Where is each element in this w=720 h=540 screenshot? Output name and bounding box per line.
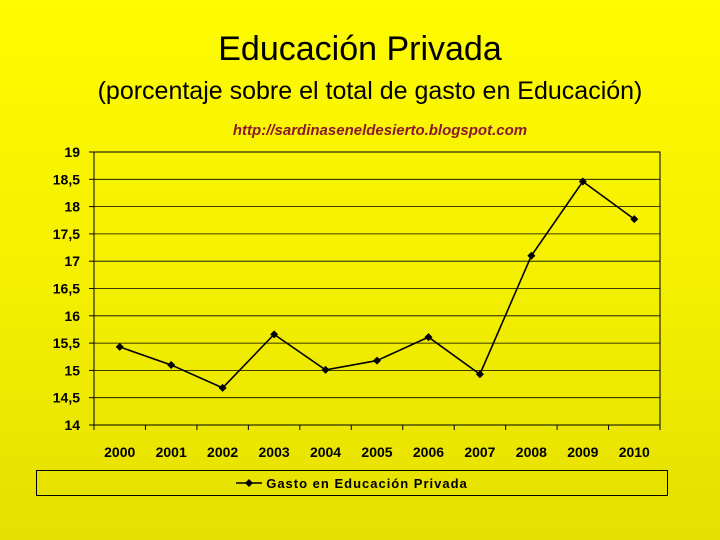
data-point [321, 365, 330, 374]
x-tick-label: 2004 [310, 444, 341, 460]
y-tick-label: 18 [64, 199, 80, 215]
legend: Gasto en Educación Privada [36, 470, 668, 496]
data-point [424, 333, 433, 342]
y-tick-label: 17 [64, 253, 80, 269]
x-tick-label: 2006 [413, 444, 444, 460]
x-tick-label: 2007 [464, 444, 495, 460]
x-tick-label: 2010 [619, 444, 650, 460]
data-point [115, 342, 124, 351]
legend-marker-icon [236, 479, 263, 487]
y-tick-label: 14 [64, 417, 80, 433]
data-point [527, 251, 536, 260]
y-tick-label: 19 [64, 144, 80, 160]
data-point [270, 330, 279, 339]
x-tick-label: 2002 [207, 444, 238, 460]
y-tick-label: 15 [64, 362, 80, 378]
x-tick-label: 2005 [361, 444, 392, 460]
y-tick-label: 18,5 [53, 171, 80, 187]
plot-area [93, 151, 661, 426]
legend-label: Gasto en Educación Privada [266, 475, 468, 491]
data-point [373, 356, 381, 365]
y-tick-label: 16,5 [53, 281, 80, 297]
data-point [630, 215, 639, 224]
x-tick-label: 2008 [516, 444, 547, 460]
x-tick-label: 2001 [156, 444, 187, 460]
y-tick-label: 17,5 [53, 226, 80, 242]
chart-title: Educación Privada [218, 30, 502, 68]
data-point [218, 383, 227, 392]
y-tick-label: 16 [64, 308, 80, 324]
y-tick-label: 14,5 [53, 390, 80, 406]
y-tick-label: 15,5 [53, 335, 80, 351]
data-point [475, 370, 484, 379]
source-url[interactable]: http://sardinaseneldesierto.blogspot.com [232, 122, 528, 139]
data-point [167, 360, 176, 369]
x-tick-label: 2003 [259, 444, 290, 460]
data-point [578, 177, 587, 186]
x-tick-label: 2000 [104, 444, 135, 460]
chart-subtitle: (porcentaje sobre el total de gasto en E… [97, 77, 643, 105]
x-tick-label: 2009 [567, 444, 598, 460]
